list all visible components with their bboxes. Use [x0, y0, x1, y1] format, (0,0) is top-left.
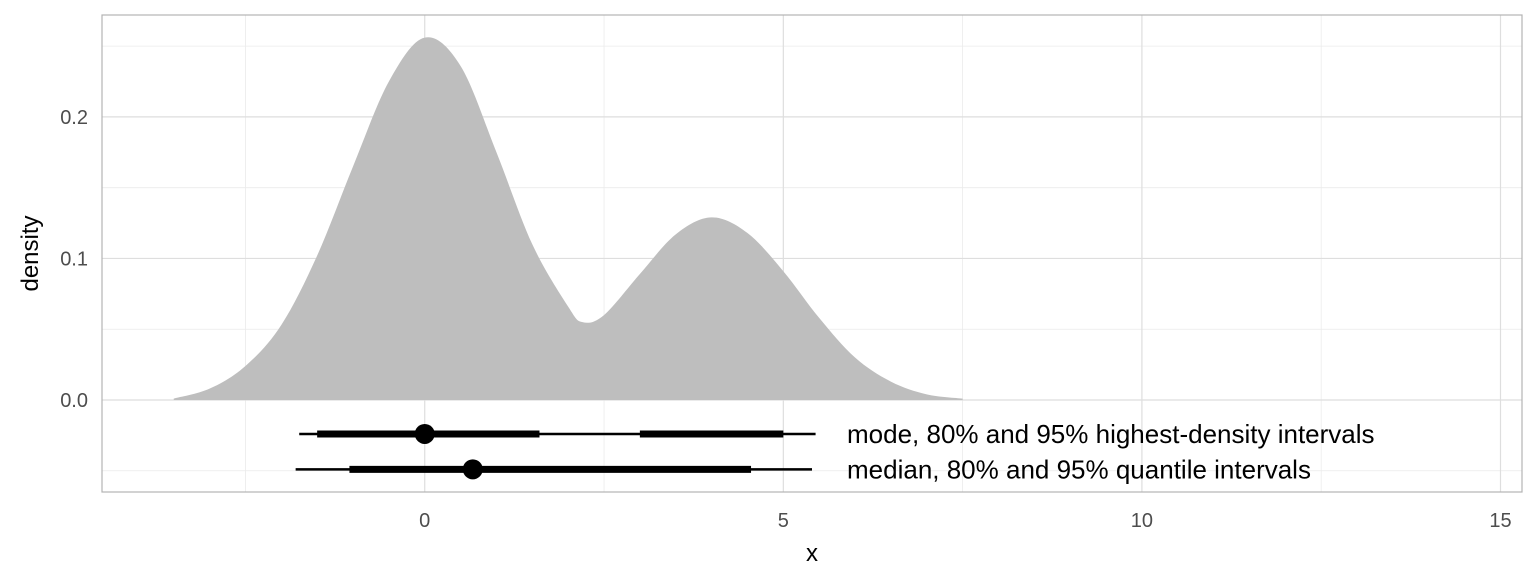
- y-tick-labels: 0.0 0.1 0.2: [60, 107, 88, 412]
- interval-label: median, 80% and 95% quantile intervals: [847, 454, 1311, 484]
- x-tick-label: 10: [1131, 510, 1153, 532]
- point-estimate: [414, 423, 435, 444]
- x-tick-labels: 0 5 10 15: [419, 510, 1511, 532]
- y-tick-label: 0.2: [60, 107, 88, 129]
- density-area: [173, 37, 963, 401]
- interval-row: mode, 80% and 95% highest-density interv…: [299, 419, 1375, 449]
- y-tick-label: 0.0: [60, 390, 88, 412]
- interval-layer: mode, 80% and 95% highest-density interv…: [295, 419, 1375, 484]
- density-area-layer: [173, 37, 963, 401]
- panel-border: [101, 14, 1523, 493]
- x-tick-label: 15: [1489, 510, 1511, 532]
- y-tick-label: 0.1: [60, 248, 88, 270]
- point-estimate: [462, 459, 483, 480]
- interval-label: mode, 80% and 95% highest-density interv…: [847, 419, 1375, 449]
- x-tick-label: 0: [419, 510, 430, 532]
- x-tick-label: 5: [778, 510, 789, 532]
- x-axis-title: x: [806, 540, 818, 567]
- y-axis-title: density: [17, 215, 44, 291]
- interval-row: median, 80% and 95% quantile intervals: [295, 454, 1311, 484]
